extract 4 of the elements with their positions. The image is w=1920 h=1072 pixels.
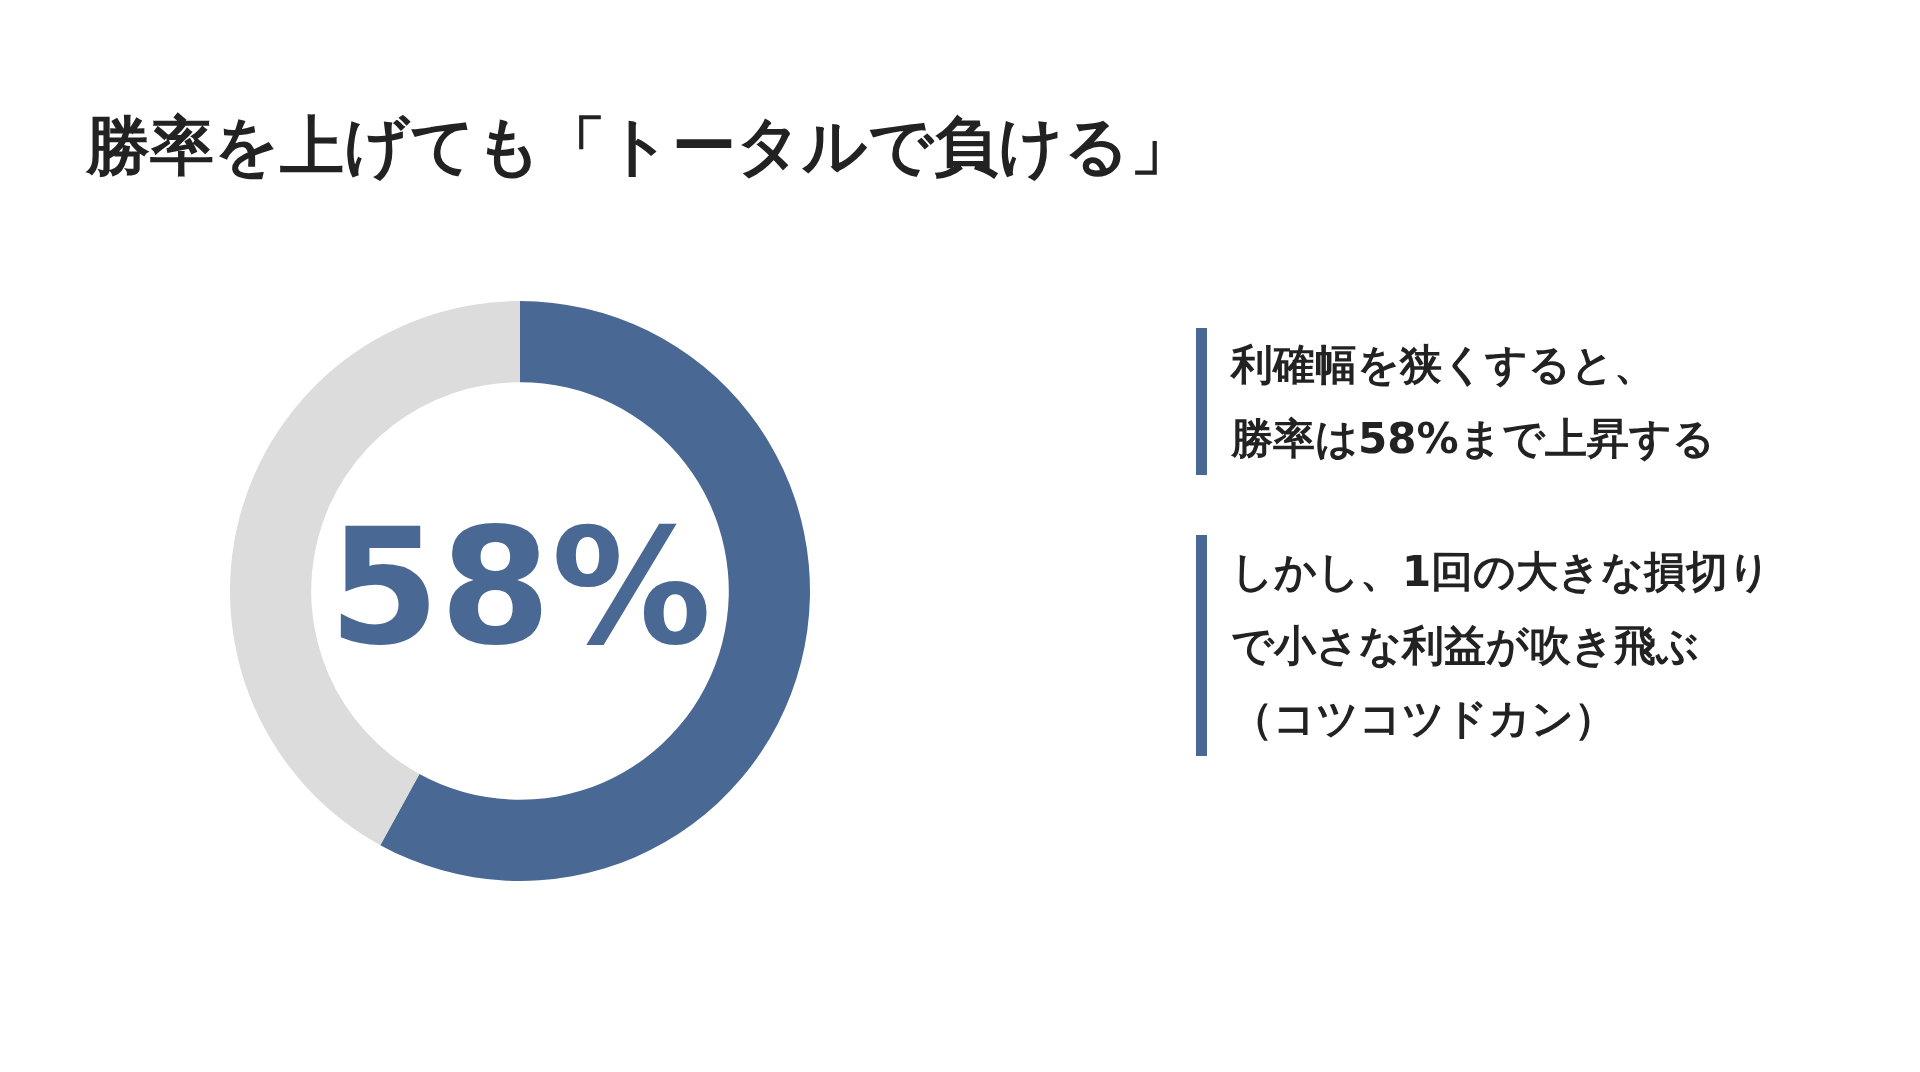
data-label: 58% <box>328 493 712 681</box>
text: 利確幅を狭くすると、勝率は58%まで上昇する <box>1196 328 1776 475</box>
chart-title: 勝率を上げても「トータルで負ける」 <box>86 108 1194 185</box>
text: しかし、1回の大きな損切りで小さな利益が吹き飛ぶ（コツコツドカン） <box>1196 535 1776 756</box>
